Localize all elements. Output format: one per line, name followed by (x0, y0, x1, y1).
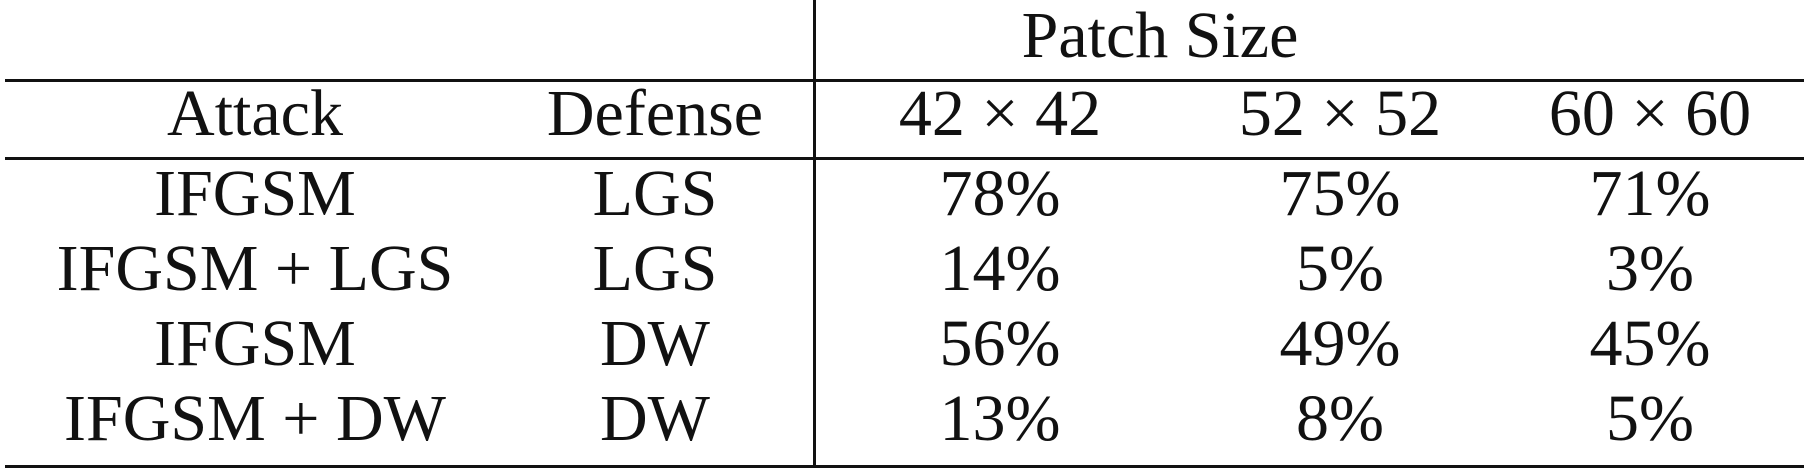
table-cell-defense: DW (600, 307, 710, 380)
table-cell-defense: LGS (592, 232, 718, 305)
table-cell-value: 5% (1606, 382, 1694, 455)
size-42-column-header: 42 × 42 (898, 77, 1102, 150)
table-cell-value: 13% (939, 382, 1061, 455)
column-divider (813, 0, 816, 468)
table-cell-defense: DW (600, 382, 710, 455)
defense-column-header: Defense (546, 77, 764, 150)
table-cell-defense: LGS (592, 157, 718, 230)
table-cell-value: 49% (1279, 307, 1401, 380)
table-cell-attack: IFGSM (154, 307, 356, 380)
table-cell-value: 75% (1279, 157, 1401, 230)
header-top-rule (5, 79, 1804, 82)
header-bottom-rule (5, 157, 1804, 160)
table-cell-value: 71% (1589, 157, 1711, 230)
table-cell-value: 45% (1589, 307, 1711, 380)
table-cell-attack: IFGSM (154, 157, 356, 230)
patch-size-group-header: Patch Size (1021, 0, 1299, 72)
size-52-column-header: 52 × 52 (1238, 77, 1442, 150)
table-cell-value: 56% (939, 307, 1061, 380)
table-cell-value: 14% (939, 232, 1061, 305)
attack-column-header: Attack (167, 77, 343, 150)
table-cell-value: 3% (1606, 232, 1694, 305)
table-cell-attack: IFGSM + LGS (56, 232, 454, 305)
size-60-column-header: 60 × 60 (1548, 77, 1752, 150)
table-cell-value: 5% (1296, 232, 1384, 305)
table-cell-attack: IFGSM + DW (64, 382, 446, 455)
table-bottom-rule (5, 465, 1804, 468)
table-cell-value: 78% (939, 157, 1061, 230)
table-cell-value: 8% (1296, 382, 1384, 455)
